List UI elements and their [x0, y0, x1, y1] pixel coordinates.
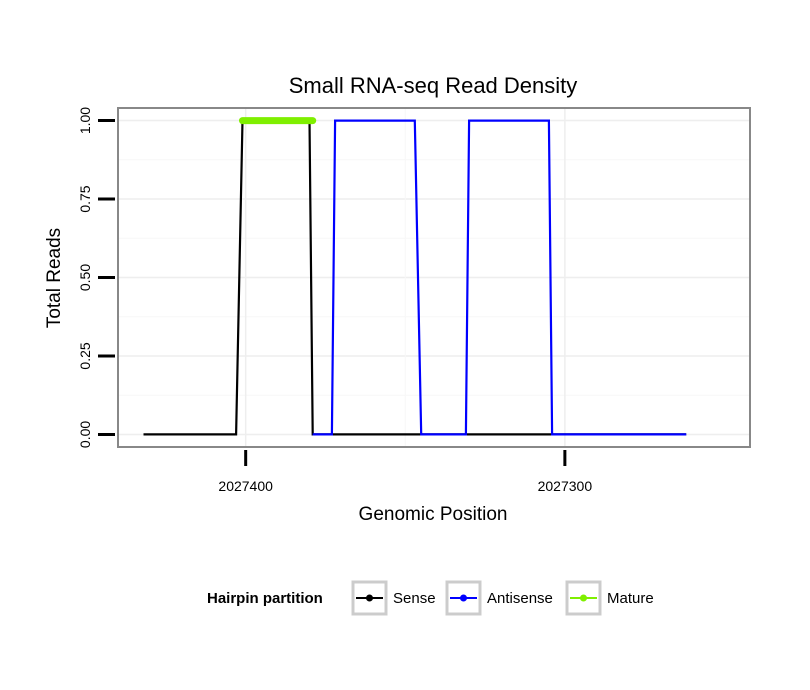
legend-key-point [366, 594, 373, 602]
y-tick-label: 0.00 [77, 421, 93, 448]
legend-label: Antisense [487, 590, 553, 607]
grid [118, 108, 750, 447]
legend-title: Hairpin partition [207, 590, 323, 607]
legend-item-antisense: Antisense [445, 580, 553, 616]
legend-label: Mature [607, 590, 654, 607]
series-line-antisense [312, 119, 687, 436]
plot-panel [117, 107, 751, 448]
legend-item-sense: Sense [351, 580, 436, 616]
x-tick-label: 2027400 [218, 478, 273, 494]
legend-key-point [460, 594, 467, 602]
chart-title: Small RNA-seq Read Density [289, 73, 578, 98]
legend-label: Sense [393, 590, 436, 607]
y-tick-label: 0.50 [77, 264, 93, 291]
y-axis-title: Total Reads [44, 228, 65, 328]
y-tick-label: 0.25 [77, 342, 93, 369]
x-axis-title: Genomic Position [359, 504, 508, 525]
legend: Hairpin partition Sense Antisense Mature [207, 580, 654, 616]
series [143, 117, 687, 436]
y-tick-label: 1.00 [77, 107, 93, 134]
legend-key-point [580, 594, 587, 602]
y-tick-label: 0.75 [77, 185, 93, 212]
legend-item-mature: Mature [565, 580, 654, 616]
axis-ticks: 0.00 0.25 0.50 0.75 1.00 2027400 2027300 [77, 107, 592, 494]
x-tick-label: 2027300 [538, 478, 593, 494]
